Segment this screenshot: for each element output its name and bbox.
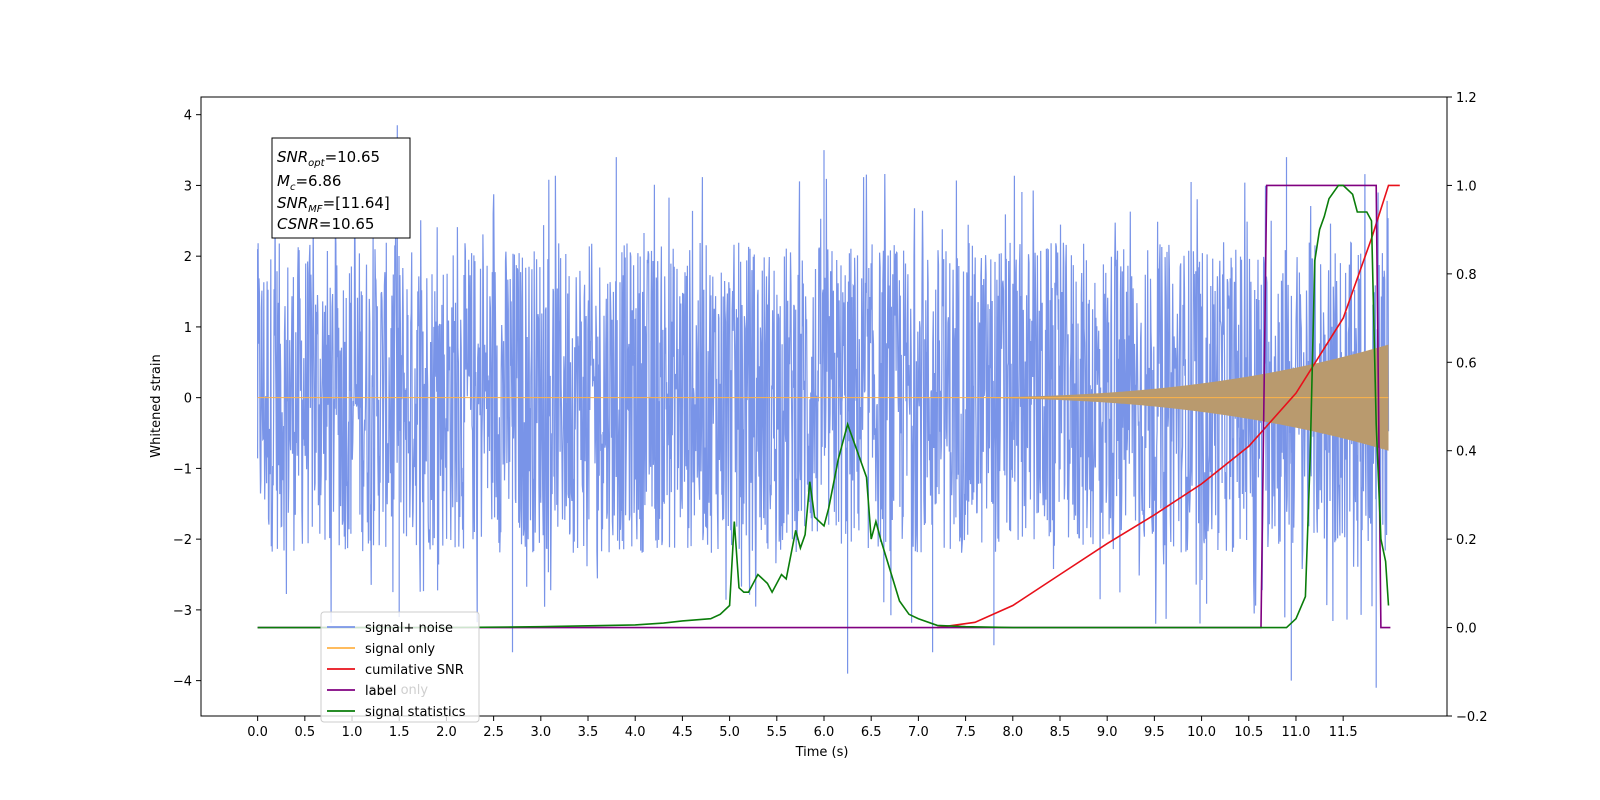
- x-tick-label: 1.0: [342, 725, 363, 740]
- y2-tick-label: 1.0: [1456, 179, 1477, 194]
- x-tick-label: 0.5: [294, 725, 315, 740]
- y2-tick-label: −0.2: [1456, 710, 1488, 725]
- x-tick-label: 3.5: [578, 725, 599, 740]
- x-tick-label: 11.5: [1329, 725, 1358, 740]
- y-tick-label: −4: [173, 675, 192, 690]
- y2-tick-label: 1.2: [1456, 91, 1477, 106]
- y-tick-label: 1: [184, 321, 192, 336]
- x-tick-label: 4.5: [672, 725, 693, 740]
- x-tick-label: 3.0: [530, 725, 551, 740]
- legend-label: signal+ noise: [365, 621, 453, 636]
- stats-line-mc-main: M: [277, 172, 290, 190]
- y-tick-label: 0: [184, 392, 192, 407]
- stats-textbox-frame: [271, 137, 411, 239]
- x-tick-label: 8.5: [1050, 725, 1071, 740]
- stats-line-snr-mf: SNRMF=[11.64]: [277, 194, 390, 215]
- x-tick-label: 2.5: [483, 725, 504, 740]
- x-tick-label: 1.5: [389, 725, 410, 740]
- legend-label: cumilative SNR: [365, 663, 464, 678]
- stats-line-csnr-value: =10.65: [319, 215, 375, 233]
- y-tick-label: −2: [173, 533, 192, 548]
- y2-tick-label: 0.2: [1456, 533, 1477, 548]
- x-tick-label: 7.5: [955, 725, 976, 740]
- x-tick-label: 10.5: [1234, 725, 1263, 740]
- x-tick-label: 9.5: [1144, 725, 1165, 740]
- stats-line-snr-mf-sub: MF: [308, 204, 323, 215]
- y2-tick-label: 0.0: [1456, 622, 1477, 637]
- x-tick-label: 5.5: [766, 725, 787, 740]
- legend-label: signal statistics: [365, 705, 466, 720]
- y-tick-label: 2: [184, 250, 192, 265]
- x-tick-label: 8.0: [1002, 725, 1023, 740]
- x-tick-label: 6.5: [861, 725, 882, 740]
- x-tick-label: 6.0: [814, 725, 835, 740]
- x-tick-label: 11.0: [1281, 725, 1310, 740]
- stats-line-csnr-main: CSNR: [277, 215, 319, 233]
- stats-line-snr-opt-sub: opt: [308, 158, 325, 169]
- legend-label: label: [365, 684, 396, 699]
- series-signal-statistics: [257, 184, 1390, 629]
- legend-ghost-text: label only: [365, 683, 428, 698]
- x-tick-label: 9.0: [1097, 725, 1118, 740]
- x-tick-label: 7.0: [908, 725, 929, 740]
- y-axis-label: Whitened strain: [149, 354, 164, 457]
- axes-layer: 0.0 0.5 1.0 1.5 2.0 2.5 3.0 3.5 4.0 4.5 5.0 5.5 6.0 6…: [173, 91, 1488, 740]
- stats-line-mc: Mc=6.86: [277, 172, 341, 193]
- legend: label only signal+ noise signal only cumil…: [320, 611, 480, 723]
- x-tick-label: 4.0: [625, 725, 646, 740]
- series-signal-plus-noise: [257, 125, 1390, 688]
- y-tick-label: −3: [173, 604, 192, 619]
- x-tick-label: 10.0: [1187, 725, 1216, 740]
- stats-line-mc-value: =6.86: [295, 172, 341, 190]
- y2-tick-label: 0.8: [1456, 268, 1477, 283]
- stats-line-csnr: CSNR=10.65: [277, 215, 374, 233]
- y2-tick-label: 0.6: [1456, 356, 1477, 371]
- y-tick-label: −1: [173, 462, 192, 477]
- legend-frame: [320, 611, 480, 723]
- stats-line-snr-mf-main: SNR: [277, 194, 308, 212]
- x-tick-label: 2.0: [436, 725, 457, 740]
- data-layer: [257, 125, 1400, 688]
- stats-line-snr-opt-value: =10.65: [325, 148, 381, 166]
- stats-textbox: SNRopt=10.65 Mc=6.86 SNRMF=[11.64] CSNR=…: [271, 137, 411, 239]
- y2-tick-label: 0.4: [1456, 445, 1477, 460]
- legend-label: signal only: [365, 642, 435, 657]
- x-tick-label: 0.0: [247, 725, 268, 740]
- stats-line-snr-opt: SNRopt=10.65: [277, 148, 380, 169]
- x-tick-label: 5.0: [719, 725, 740, 740]
- stats-line-snr-opt-main: SNR: [277, 148, 308, 166]
- x-axis-label: Time (s): [795, 745, 849, 760]
- stats-line-mc-sub: c: [290, 182, 296, 193]
- stats-line-snr-mf-value: =[11.64]: [323, 194, 390, 212]
- y-tick-label: 4: [184, 109, 192, 124]
- y-tick-label: 3: [184, 179, 192, 194]
